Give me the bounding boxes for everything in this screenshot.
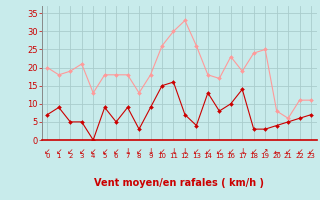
Text: ↙: ↙ xyxy=(251,147,257,156)
Text: ↙: ↙ xyxy=(90,147,96,156)
Text: ↙: ↙ xyxy=(136,147,142,156)
Text: ↙: ↙ xyxy=(296,147,303,156)
Text: ↓: ↓ xyxy=(124,147,131,156)
Text: ↙: ↙ xyxy=(67,147,74,156)
Text: ↓: ↓ xyxy=(147,147,154,156)
Text: ↙: ↙ xyxy=(205,147,211,156)
Text: ↙: ↙ xyxy=(308,147,314,156)
Text: ↓: ↓ xyxy=(170,147,177,156)
Text: ↙: ↙ xyxy=(193,147,200,156)
Text: ↙: ↙ xyxy=(78,147,85,156)
Text: ↙: ↙ xyxy=(159,147,165,156)
Text: ↙: ↙ xyxy=(228,147,234,156)
X-axis label: Vent moyen/en rafales ( km/h ): Vent moyen/en rafales ( km/h ) xyxy=(94,178,264,188)
Text: ←: ← xyxy=(274,147,280,156)
Text: ↗: ↗ xyxy=(262,147,268,156)
Text: ↙: ↙ xyxy=(216,147,222,156)
Text: ↙: ↙ xyxy=(285,147,291,156)
Text: ↙: ↙ xyxy=(101,147,108,156)
Text: ↙: ↙ xyxy=(56,147,62,156)
Text: ↓: ↓ xyxy=(182,147,188,156)
Text: ↓: ↓ xyxy=(239,147,245,156)
Text: ↙: ↙ xyxy=(44,147,51,156)
Text: ↙: ↙ xyxy=(113,147,119,156)
